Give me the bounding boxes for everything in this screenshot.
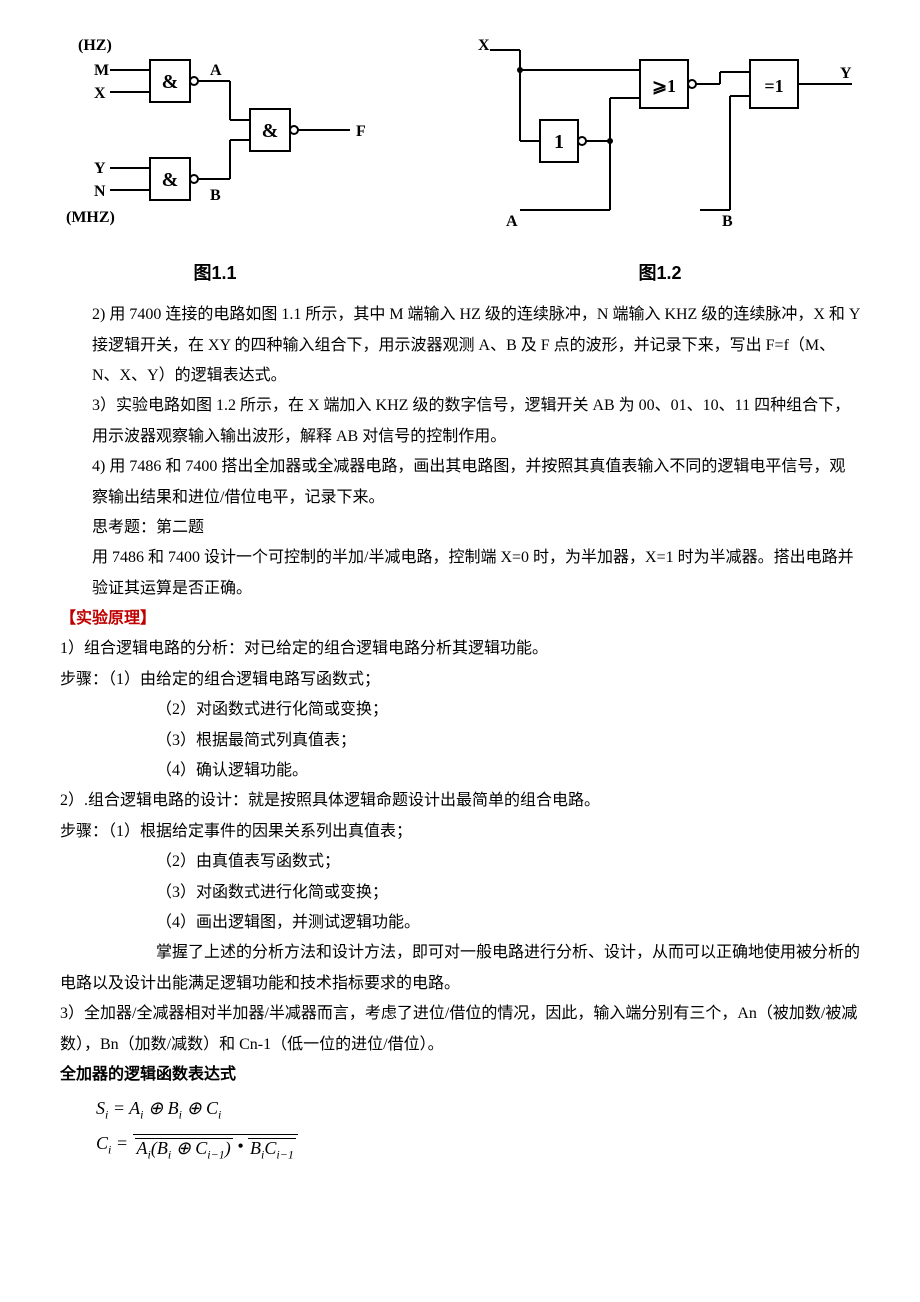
paragraph: 4) 用 7486 和 7400 搭出全加器或全减器电路，画出其电路图，并按照其… (60, 452, 860, 513)
paragraph: （2）对函数式进行化简或变换； (60, 695, 860, 725)
figure-1-2-caption: 图1.2 (638, 256, 681, 290)
paragraph: （4）画出逻辑图，并测试逻辑功能。 (60, 908, 860, 938)
nand-symbol: & (162, 71, 179, 93)
paragraph: （2）由真值表写函数式； (60, 847, 860, 877)
paragraph: 步骤：（1）由给定的组合逻辑电路写函数式； (60, 665, 860, 695)
nand-symbol: & (162, 169, 179, 191)
paragraph: 2）.组合逻辑电路的设计：就是按照具体逻辑命题设计出最简单的组合电路。 (60, 786, 860, 816)
paragraph: 3）全加器/全减器相对半加器/半减器而言，考虑了进位/借位的情况，因此，输入端分… (60, 999, 860, 1060)
label-y2: Y (840, 65, 852, 82)
not-symbol: 1 (554, 131, 564, 153)
label-x2: X (478, 37, 490, 54)
paragraph: （3）根据最简式列真值表； (60, 726, 860, 756)
paragraph: 思考题：第二题 (60, 513, 860, 543)
figure-1-1: & & & (60, 30, 370, 290)
content-body: 2) 用 7400 连接的电路如图 1.1 所示，其中 M 端输入 HZ 级的连… (60, 300, 860, 1160)
section-title: 【实验原理】 (60, 604, 860, 634)
label-hz: (HZ) (78, 37, 112, 54)
label-n: N (94, 183, 106, 200)
label-a: A (210, 62, 222, 79)
circuit-diagram-2: 1 ⩾1 =1 (460, 30, 860, 250)
paragraph: 步骤：（1）根据给定事件的因果关系列出真值表； (60, 817, 860, 847)
xor-symbol: =1 (764, 76, 783, 96)
formula-si: Si = Ai ⊕ Bi ⊕ Ci (96, 1094, 860, 1125)
label-x: X (94, 85, 106, 102)
formula-ci: Ci = Ai(Bi ⊕ Ci−1) • BiCi−1 (96, 1129, 860, 1160)
label-b2: B (722, 213, 733, 230)
paragraph: 1）组合逻辑电路的分析：对已给定的组合逻辑电路分析其逻辑功能。 (60, 634, 860, 664)
formula-title: 全加器的逻辑函数表达式 (60, 1060, 860, 1090)
paragraph: 用 7486 和 7400 设计一个可控制的半加/半减电路，控制端 X=0 时，… (60, 543, 860, 604)
label-m: M (94, 62, 109, 79)
label-f: F (356, 123, 366, 140)
label-b: B (210, 187, 221, 204)
paragraph: 2) 用 7400 连接的电路如图 1.1 所示，其中 M 端输入 HZ 级的连… (60, 300, 860, 391)
label-a2: A (506, 213, 518, 230)
nor-symbol: ⩾1 (652, 76, 676, 96)
label-y: Y (94, 160, 106, 177)
diagram-row: & & & (60, 30, 860, 290)
figure-1-2: 1 ⩾1 =1 (460, 30, 860, 290)
label-mhz: (MHZ) (66, 209, 115, 226)
nand-symbol: & (262, 120, 279, 142)
circuit-diagram-1: & & & (60, 30, 370, 250)
paragraph: 3）实验电路如图 1.2 所示，在 X 端加入 KHZ 级的数字信号，逻辑开关 … (60, 391, 860, 452)
figure-1-1-caption: 图1.1 (193, 256, 236, 290)
paragraph: （3）对函数式进行化简或变换； (60, 878, 860, 908)
paragraph: 掌握了上述的分析方法和设计方法，即可对一般电路进行分析、设计，从而可以正确地使用… (60, 938, 860, 999)
paragraph: （4）确认逻辑功能。 (60, 756, 860, 786)
